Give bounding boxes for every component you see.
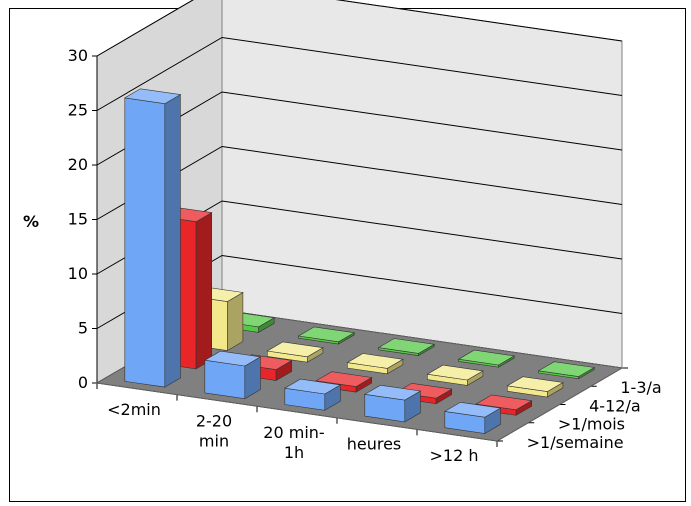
bar — [457, 349, 516, 368]
x-tick-label-line: heures — [347, 435, 402, 454]
bar — [283, 378, 342, 411]
x-tick-label-line: min — [199, 431, 229, 450]
bar-top — [506, 376, 564, 392]
x-tick-label: 20 min-1h — [263, 423, 324, 462]
back-wall — [221, 0, 623, 369]
bar-top — [315, 371, 373, 387]
bar-side — [164, 94, 181, 388]
bar — [346, 353, 404, 375]
x-tick-label-line: 1h — [284, 443, 304, 462]
y-tick-label: 5 — [78, 319, 88, 338]
bar — [266, 341, 324, 363]
bar — [123, 88, 182, 388]
bar — [426, 364, 484, 386]
bar — [377, 338, 436, 357]
bars — [123, 88, 596, 435]
y-axis-label: % — [23, 212, 39, 231]
bar — [297, 326, 356, 345]
bar — [537, 361, 596, 380]
bar — [363, 384, 422, 423]
depth-tick-label: >1/semaine — [527, 433, 624, 452]
bar — [506, 376, 564, 398]
depth-tick-label: 4-12/a — [589, 396, 641, 415]
bar-top — [443, 401, 502, 418]
bar — [443, 401, 502, 435]
depth-tick-label: 1-3/a — [620, 378, 661, 397]
labels: 0 5 10 15 20 25 30 <2min 2-20 min 20 min-1h heures >… — [23, 46, 662, 465]
bar-side — [227, 291, 244, 352]
bar-front — [204, 359, 246, 400]
x-tick-label-line: 20 min- — [263, 423, 324, 442]
x-tick-label: >12 h — [430, 446, 479, 465]
gridline — [96, 36, 623, 111]
bar-top — [266, 341, 324, 358]
y-tick-label: 25 — [68, 101, 88, 120]
x-tick-label-line: <2min — [107, 400, 161, 419]
x-tick-label-line: >12 h — [430, 446, 479, 465]
bar-top — [395, 382, 453, 399]
y-tick-label: 10 — [68, 264, 88, 283]
gridline — [96, 0, 623, 57]
x-tick-label: <2min — [107, 400, 161, 419]
x-tick-label: 2-20 min — [196, 411, 232, 450]
bar-top — [123, 88, 182, 105]
depth-tick-label: >1/mois — [558, 415, 625, 434]
bar-top — [426, 364, 484, 381]
bar-top — [297, 326, 356, 343]
x-tick-label-line: 2-20 — [196, 411, 232, 430]
y-tick-label: 30 — [68, 46, 88, 65]
y-tick-label: 0 — [78, 373, 88, 392]
bar-top — [283, 378, 342, 395]
bar-front — [124, 97, 166, 388]
bar-top — [377, 338, 436, 354]
bar-top — [475, 394, 533, 411]
bar-top — [363, 384, 422, 401]
bar-top — [203, 350, 262, 367]
y-tick-label: 15 — [68, 210, 88, 229]
y-tick-label: 20 — [68, 155, 88, 174]
bar-top — [457, 349, 516, 366]
x-tick-label: heures — [347, 435, 402, 454]
bar-top — [537, 361, 596, 377]
bar — [203, 350, 262, 400]
bar-side — [195, 212, 212, 370]
bar-top — [346, 353, 404, 369]
